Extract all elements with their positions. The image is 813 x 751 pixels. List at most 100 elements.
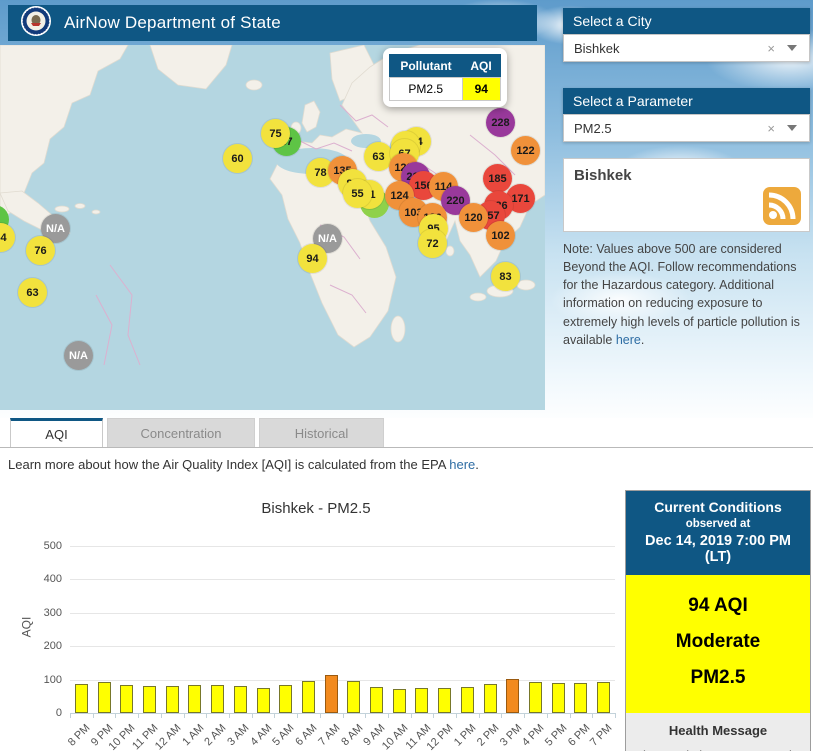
city-select[interactable]: Bishkek × [563,34,810,62]
x-tick [501,713,502,718]
aqi-bar[interactable] [211,685,224,713]
aqi-bar[interactable] [257,688,270,713]
aqi-bar[interactable] [98,682,111,713]
parameter-dropdown-arrow-icon[interactable] [787,125,797,131]
gridline [70,680,615,681]
aqi-marker[interactable]: 102 [486,221,515,250]
learn-more-text: Learn more about how the Air Quality Ind… [8,457,479,472]
current-conditions-panel: Current Conditions observed at Dec 14, 2… [625,490,811,751]
aqi-marker[interactable]: 83 [491,262,520,291]
popup-col-aqi: AQI [462,55,500,78]
gridline [70,546,615,547]
aqi-marker[interactable]: 75 [261,119,290,148]
rss-city-title: Bishkek [574,167,799,184]
popup-pollutant-value: PM2.5 [390,78,463,101]
aqi-bar[interactable] [529,682,542,713]
x-tick [365,713,366,718]
aqi-marker[interactable]: N/A [64,341,93,370]
aqi-marker[interactable]: 228 [486,108,515,137]
aqi-marker[interactable]: 63 [18,278,47,307]
aqi-bar[interactable] [279,685,292,713]
x-tick-label: 1 PM [452,722,479,749]
x-tick [411,713,412,718]
aqi-bar[interactable] [370,687,383,713]
x-tick-label: 6 PM [565,722,592,749]
tab-concentration[interactable]: Concentration [107,418,255,447]
aqi-bar[interactable] [143,686,156,713]
conditions-aqi-value: 94 AQI [630,595,806,617]
health-message-text: The AQI is between 51 and 100. Air quali… [635,746,801,751]
aqi-bar[interactable] [461,687,474,713]
aqi-bar[interactable] [415,688,428,713]
current-conditions-header: Current Conditions observed at Dec 14, 2… [626,491,810,575]
aqi-bar[interactable] [438,688,451,713]
tab-aqi[interactable]: AQI [10,418,103,447]
aqi-bar[interactable] [325,675,338,713]
y-tick-label: 0 [22,707,62,719]
conditions-timestamp: Dec 14, 2019 7:00 PM (LT) [630,533,806,565]
world-map[interactable]: 54N/A7663N/A60477578135887155N/A94639467… [0,45,545,410]
x-tick-label: 4 PM [520,722,547,749]
aqi-marker[interactable]: 55 [343,179,372,208]
x-tick [524,713,525,718]
rss-feed-box: Bishkek [563,158,810,232]
aqi-bar[interactable] [234,686,247,713]
aqi-bar[interactable] [120,685,133,713]
x-tick [388,713,389,718]
aqi-bar[interactable] [347,681,360,713]
note-here-link[interactable]: here [616,333,641,347]
x-tick [547,713,548,718]
map-popup: Pollutant AQI PM2.5 94 [383,48,507,107]
conditions-aqi-category: Moderate [630,631,806,653]
app-title: AirNow Department of State [64,13,281,33]
chart-title: Bishkek - PM2.5 [10,500,622,517]
popup-aqi-value: 94 [462,78,500,101]
rss-icon[interactable] [763,187,801,225]
conditions-health-block: Health Message The AQI is between 51 and… [626,713,810,751]
x-tick [274,713,275,718]
aqi-bar[interactable] [552,683,565,713]
aqi-bar[interactable] [484,684,497,713]
aqi-marker[interactable]: 60 [223,144,252,173]
x-tick-label: 2 AM [203,722,229,748]
aqi-marker[interactable]: 185 [483,164,512,193]
y-tick-label: 200 [22,640,62,652]
aqi-marker[interactable]: 94 [298,244,327,273]
aqi-marker[interactable]: 122 [511,136,540,165]
parameter-select[interactable]: PM2.5 × [563,114,810,142]
aqi-marker[interactable]: 120 [459,203,488,232]
gridline [70,579,615,580]
aqi-bar[interactable] [597,682,610,713]
x-tick [70,713,71,718]
app-header: AirNow Department of State [8,5,537,41]
state-department-seal-icon [20,5,52,42]
aqi-bar[interactable] [75,684,88,713]
aqi-bar[interactable] [574,683,587,713]
tab-historical[interactable]: Historical [259,418,384,447]
conditions-observed-at: observed at [630,518,806,530]
x-tick-label: 1 AM [180,722,206,748]
y-tick-label: 400 [22,573,62,585]
x-tick [320,713,321,718]
parameter-clear-icon[interactable]: × [767,121,775,136]
aqi-bar[interactable] [393,689,406,713]
x-tick-label: 4 AM [248,722,274,748]
x-tick-label: 7 PM [588,722,615,749]
city-clear-icon[interactable]: × [767,41,775,56]
aqi-marker[interactable]: 76 [26,236,55,265]
gridline [70,646,615,647]
aqi-bar[interactable] [506,679,519,713]
x-tick [343,713,344,718]
aqi-bar[interactable] [302,681,315,713]
x-tick-label: 3 AM [225,722,251,748]
x-tick [433,713,434,718]
aqi-bar[interactable] [166,686,179,713]
city-dropdown-arrow-icon[interactable] [787,45,797,51]
tab-bar: AQI Concentration Historical [0,418,813,448]
y-tick-label: 100 [22,674,62,686]
x-tick [252,713,253,718]
x-tick [161,713,162,718]
aqi-bar[interactable] [188,685,201,713]
learn-more-here-link[interactable]: here [449,457,475,472]
aqi-marker[interactable]: 72 [418,229,447,258]
